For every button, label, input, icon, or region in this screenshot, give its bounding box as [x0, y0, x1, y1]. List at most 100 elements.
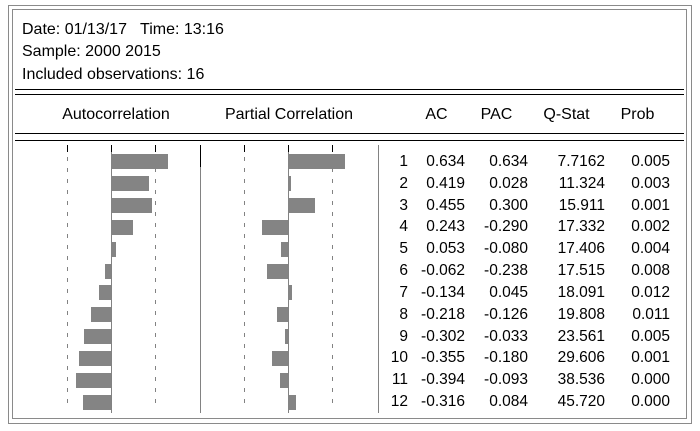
lag-cell: 11: [391, 371, 408, 389]
ac-bar: [91, 307, 111, 323]
pane-divider-line: [200, 145, 201, 413]
qstat-cell: 45.720: [557, 393, 605, 411]
pac-bar: [288, 198, 315, 214]
pane-divider-line: [378, 145, 379, 413]
qstat-column-header: Q-Stat: [543, 106, 590, 123]
prob-cell: 0.002: [631, 218, 670, 236]
pac-cell: -0.180: [484, 349, 528, 367]
pac-column-header: PAC: [480, 106, 513, 123]
prob-cell: 0.000: [631, 393, 670, 411]
qstat-cell: 17.515: [557, 262, 605, 280]
prob-cell: 0.008: [631, 262, 670, 280]
table-row: 8 -0.218 -0.126 19.808 0.011: [380, 304, 670, 326]
table-row: 9 -0.302 -0.033 23.561 0.005: [380, 326, 670, 348]
inner-frame: [12, 9, 687, 419]
ac-pane: [13, 151, 201, 413]
pac-bar: [280, 372, 288, 388]
pac-bar: [288, 285, 292, 301]
guide-tick: [200, 145, 201, 167]
pac-cell: 0.084: [489, 393, 528, 411]
table-row: 2 0.419 0.028 11.324 0.003: [380, 173, 670, 195]
pac-cell: -0.126: [484, 305, 528, 323]
qstat-cell: 18.091: [557, 283, 605, 301]
pac-cell: -0.033: [484, 327, 528, 345]
pac-cell: -0.093: [484, 371, 528, 389]
pac-cell: 0.045: [489, 283, 528, 301]
ac-cell: -0.218: [421, 305, 465, 323]
ac-cell: 0.455: [426, 196, 465, 214]
guide-tick: [111, 145, 112, 152]
ac-cell: 0.053: [426, 240, 465, 258]
qstat-cell: 15.911: [558, 196, 605, 214]
guide-tick: [155, 145, 156, 152]
table-row: 5 0.053 -0.080 17.406 0.004: [380, 238, 670, 260]
table-row: 1 0.634 0.634 7.7162 0.005: [380, 151, 670, 173]
table-row: 11 -0.394 -0.093 38.536 0.000: [380, 369, 670, 391]
ac-cell: 0.419: [426, 174, 465, 192]
lag-cell: 1: [399, 153, 408, 170]
pac-cell: 0.634: [489, 153, 528, 170]
pac-cell: -0.080: [484, 240, 528, 258]
prob-cell: 0.003: [631, 174, 670, 192]
qstat-cell: 38.536: [557, 371, 605, 389]
ac-cell: 0.634: [426, 153, 465, 170]
pac-upper-confidence-line: [332, 146, 333, 410]
pac-bar: [277, 307, 288, 323]
separator-line: [15, 94, 684, 95]
lag-column-header: [380, 105, 408, 125]
pac-bar: [267, 263, 288, 279]
lag-cell: 10: [390, 349, 408, 367]
ac-bar: [83, 394, 111, 410]
prob-cell: 0.012: [631, 283, 670, 301]
table-row: 4 0.243 -0.290 17.332 0.002: [380, 216, 670, 238]
table-row: 12 -0.316 0.084 45.720 0.000: [380, 391, 670, 413]
guide-tick: [244, 145, 245, 152]
prob-cell: 0.011: [632, 305, 670, 323]
ac-bar: [111, 154, 168, 170]
ac-cell: -0.394: [421, 371, 465, 389]
pac-cell: 0.028: [489, 174, 528, 192]
ac-cell: -0.316: [421, 393, 465, 411]
table-row: 3 0.455 0.300 15.911 0.001: [380, 195, 670, 217]
pac-bar: [288, 394, 296, 410]
ac-cell: -0.062: [421, 262, 465, 280]
pac-zero-line: [288, 145, 289, 413]
ac-column-header: AC: [425, 106, 448, 123]
qstat-cell: 19.808: [557, 305, 605, 323]
table-row: 10 -0.355 -0.180 29.606 0.001: [380, 347, 670, 369]
ac-bar: [111, 241, 116, 257]
ac-bar: [111, 176, 149, 192]
ac-cell: -0.302: [421, 327, 465, 345]
pac-cell: 0.300: [489, 196, 528, 214]
ac-zero-line: [111, 145, 112, 413]
ac-lower-confidence-line: [67, 146, 68, 410]
guide-tick: [288, 145, 289, 152]
pac-bar: [288, 176, 291, 192]
pac-bar: [288, 154, 345, 170]
prob-cell: 0.005: [631, 327, 670, 345]
lag-cell: 6: [399, 262, 408, 280]
pac-bar: [272, 350, 288, 366]
lag-cell: 9: [399, 327, 408, 345]
separator-line: [15, 140, 684, 141]
partial-correlation-column-header: Partial Correlation: [224, 106, 354, 123]
pac-lower-confidence-line: [244, 146, 245, 410]
pac-cell: -0.238: [484, 262, 528, 280]
pac-pane: [201, 151, 378, 413]
stats-column-headers: AC PAC Q-Stat Prob: [380, 105, 670, 125]
prob-cell: 0.001: [631, 196, 670, 214]
prob-column-header: Prob: [620, 106, 655, 123]
sample-line: Sample: 2000 2015: [22, 43, 161, 61]
qstat-cell: 11.324: [558, 174, 605, 192]
stats-rows: 1 0.634 0.634 7.7162 0.005 2 0.419 0.028 11.324 0…: [380, 151, 670, 413]
autocorrelation-column-header: Autocorrelation: [62, 106, 170, 123]
pac-cell: -0.290: [484, 218, 528, 236]
ac-bar: [111, 219, 133, 235]
lag-cell: 3: [399, 196, 408, 214]
lag-cell: 7: [399, 283, 408, 301]
observations-line: Included observations: 16: [22, 65, 205, 83]
date-time-line: Date: 01/13/17 Time: 13:16: [22, 21, 224, 38]
lag-cell: 4: [399, 218, 408, 236]
ac-bar: [105, 263, 111, 279]
